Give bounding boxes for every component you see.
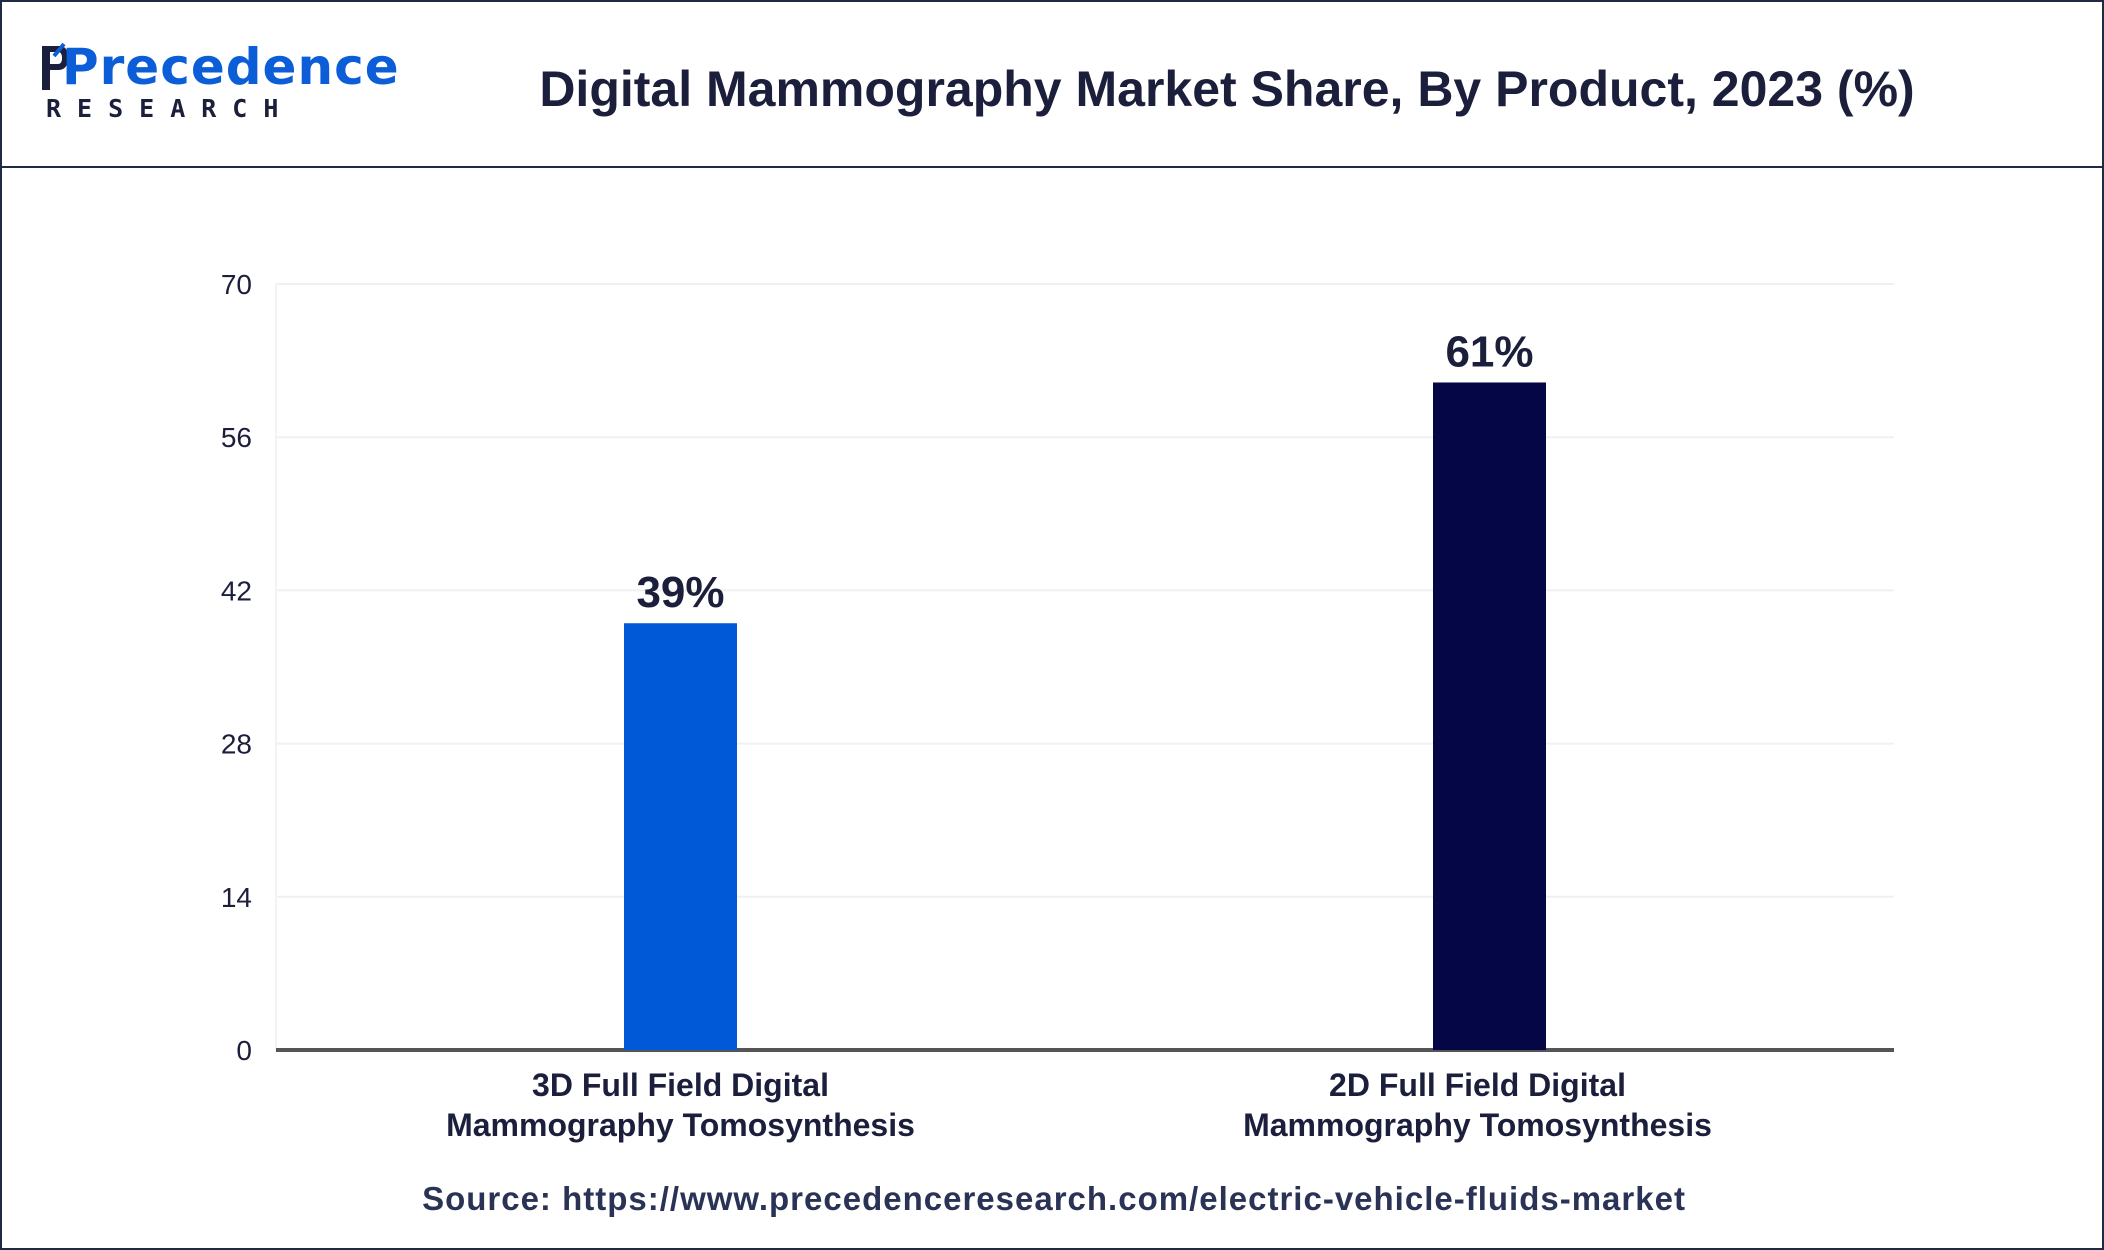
- logo-subtitle: RESEARCH: [46, 94, 295, 123]
- data-label: 61%: [1445, 327, 1533, 376]
- x-tick-label: 2D Full Field Digital: [1329, 1067, 1626, 1103]
- header: Precedence RESEARCH Digital Mammography …: [2, 2, 2102, 168]
- source-note: Source: https://www.precedenceresearch.c…: [422, 1180, 1686, 1217]
- bar: [1433, 382, 1546, 1050]
- y-tick-label: 28: [221, 729, 252, 760]
- bar: [624, 623, 737, 1050]
- x-tick-label: 3D Full Field Digital: [532, 1067, 829, 1103]
- x-tick-label: Mammography Tomosynthesis: [446, 1107, 915, 1143]
- y-tick-label: 0: [236, 1035, 252, 1066]
- chart-title: Digital Mammography Market Share, By Pro…: [539, 61, 1915, 117]
- bar-chart: 0 14 28 42 56 70 39% 3D Full Field Digital Mammo…: [221, 269, 1894, 1143]
- y-tick-label: 70: [221, 269, 252, 300]
- logo-word: Precedence: [62, 38, 400, 96]
- y-tick-label: 56: [221, 422, 252, 453]
- y-tick-label: 42: [221, 575, 252, 606]
- precedence-research-logo: Precedence RESEARCH: [38, 38, 399, 128]
- logo-mark-icon: [42, 42, 68, 90]
- data-label: 39%: [636, 568, 724, 617]
- y-tick-label: 14: [221, 882, 252, 913]
- x-tick-label: Mammography Tomosynthesis: [1243, 1107, 1712, 1143]
